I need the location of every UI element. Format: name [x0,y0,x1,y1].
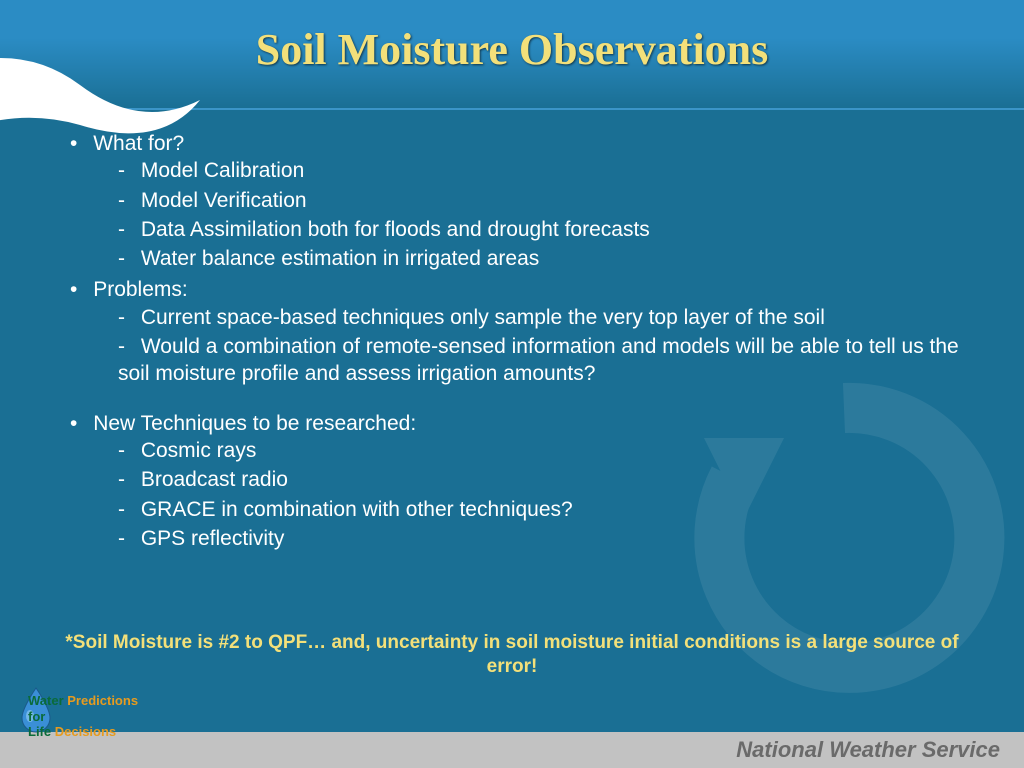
sub-bullet: Data Assimilation both for floods and dr… [118,216,984,243]
sub-bullet: GRACE in combination with other techniqu… [118,496,984,523]
bullet-new-techniques: New Techniques to be researched: Cosmic … [70,410,984,552]
footer-bar: National Weather Service [0,732,1024,768]
tagline-word: Predictions [67,693,138,708]
sub-bullet: GPS reflectivity [118,525,984,552]
bullet-problems: Problems: Current space-based techniques… [70,276,984,387]
tagline-word: Life [28,724,55,739]
tagline-word: Decisions [55,724,116,739]
slide-content: What for? Model Calibration Model Verifi… [70,130,984,556]
agency-label: National Weather Service [736,737,1000,763]
tagline-word: for [28,709,45,724]
sub-bullet: Would a combination of remote-sensed inf… [118,333,984,388]
sub-bullet: Model Calibration [118,157,984,184]
sub-bullet: Cosmic rays [118,437,984,464]
slide-footnote: *Soil Moisture is #2 to QPF… and, uncert… [40,631,984,680]
sub-bullet: Water balance estimation in irrigated ar… [118,245,984,272]
sub-bullet: Model Verification [118,187,984,214]
sub-bullet: Current space-based techniques only samp… [118,304,984,331]
sub-bullet: Broadcast radio [118,466,984,493]
header-band: Soil Moisture Observations [0,0,1024,110]
slide-title: Soil Moisture Observations [0,24,1024,75]
tagline: Water Predictions for Life Decisions [28,693,138,740]
bullet-what-for: What for? Model Calibration Model Verifi… [70,130,984,272]
tagline-word: Water [28,693,67,708]
